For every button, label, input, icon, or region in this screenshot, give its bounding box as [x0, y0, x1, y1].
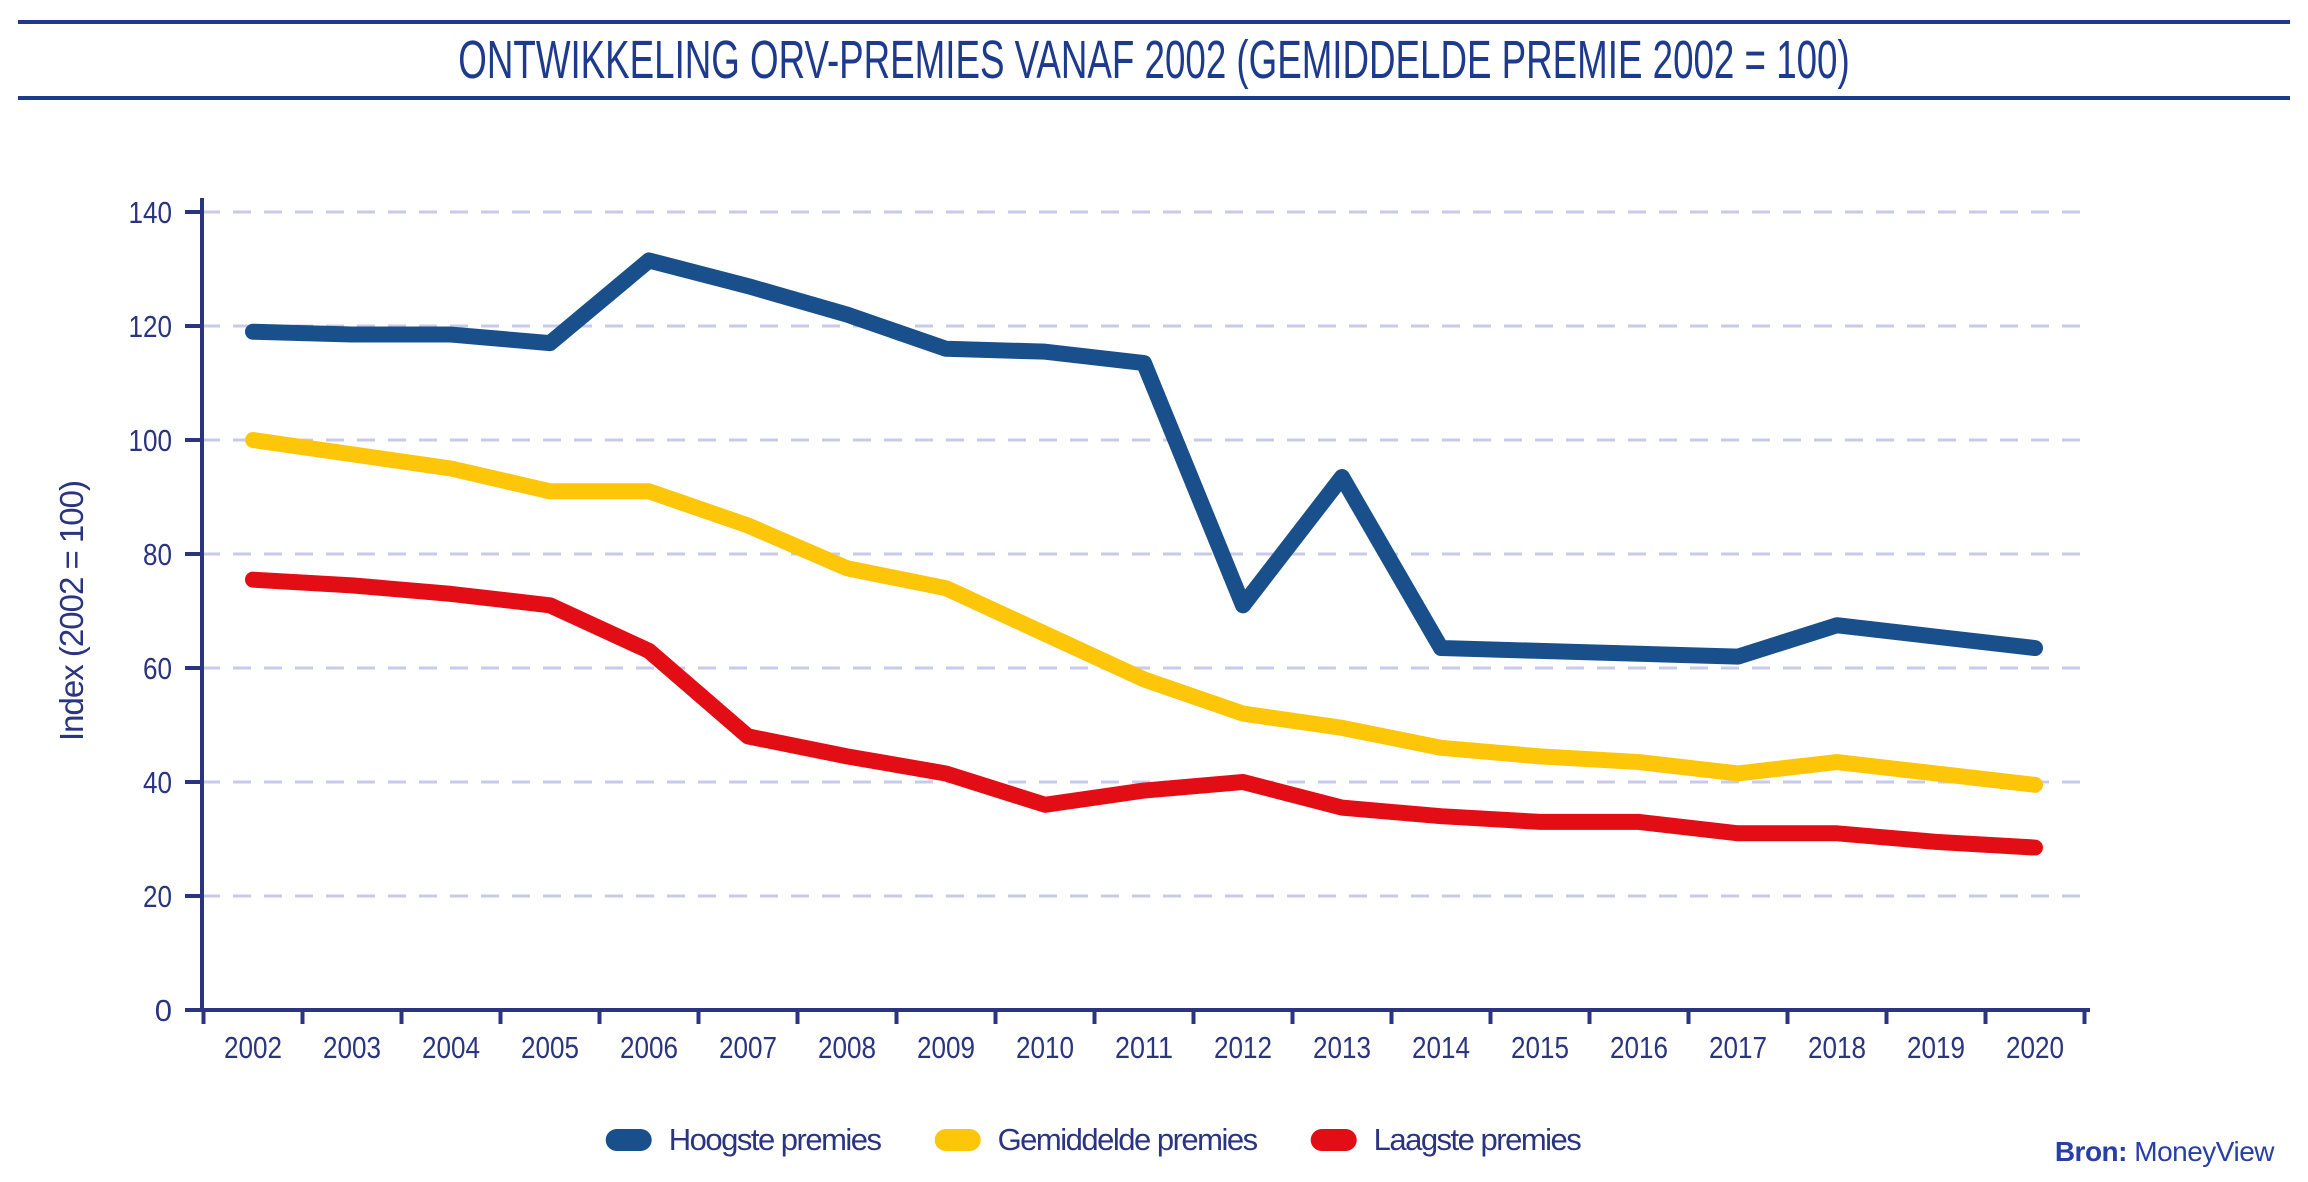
x-axis-year-label-2008: 2008	[818, 1030, 876, 1065]
x-axis-year-label-2019: 2019	[1907, 1030, 1965, 1065]
legend-item-hoogste-premies: Hoogste premies	[605, 1122, 882, 1158]
x-axis-year-label-2020: 2020	[2006, 1030, 2064, 1065]
x-axis-year-label-2002: 2002	[224, 1030, 282, 1065]
x-axis-year-label-2017: 2017	[1709, 1030, 1767, 1065]
x-axis-year-label-2013: 2013	[1313, 1030, 1371, 1065]
title-bottom-rule	[18, 96, 2290, 100]
y-axis-tick-label-120: 120	[129, 309, 173, 344]
legend-label-hoogste-premies: Hoogste premies	[668, 1122, 882, 1157]
x-axis-year-label-2004: 2004	[422, 1030, 480, 1065]
legend-marker-laagste-premies	[1310, 1129, 1357, 1151]
title-top-rule	[18, 20, 2290, 24]
legend-label-laagste-premies: Laagste premies	[1373, 1122, 1582, 1157]
x-axis-year-label-2014: 2014	[1412, 1030, 1470, 1065]
series-line-laagste-premies	[245, 571, 2043, 856]
x-axis-year-label-2016: 2016	[1610, 1030, 1668, 1065]
legend-item-gemiddelde-premies: Gemiddelde premies	[934, 1122, 1259, 1158]
legend-item-laagste-premies: Laagste premies	[1310, 1122, 1582, 1158]
y-axis-tick-label-100: 100	[129, 423, 173, 458]
x-axis-year-label-2003: 2003	[323, 1030, 381, 1065]
x-axis-year-label-2012: 2012	[1214, 1030, 1272, 1065]
chart-legend: Hoogste premies Gemiddelde premies Laagste…	[605, 1122, 1582, 1158]
x-axis-year-label-2009: 2009	[917, 1030, 975, 1065]
y-axis-tick-label-140: 140	[129, 195, 173, 230]
y-axis-tick-label-40: 40	[143, 765, 172, 800]
series-line-gemiddelde-premies	[245, 432, 2043, 793]
y-axis-tick-label-20: 20	[143, 879, 172, 914]
source-name: MoneyView	[2134, 1136, 2274, 1167]
series-line-hoogste-premies	[245, 252, 2043, 665]
page-title: ONTWIKKELING ORV-PREMIES VANAF 2002 (GEM…	[458, 30, 1850, 90]
x-axis-year-label-2006: 2006	[620, 1030, 678, 1065]
x-axis-year-label-2015: 2015	[1511, 1030, 1569, 1065]
y-axis-tick-label-60: 60	[143, 651, 172, 686]
source-label: Bron:	[2054, 1136, 2128, 1167]
legend-marker-hoogste-premies	[605, 1129, 652, 1151]
x-axis-year-label-2010: 2010	[1016, 1030, 1074, 1065]
legend-label-gemiddelde-premies: Gemiddelde premies	[997, 1122, 1259, 1157]
source-note: Bron: MoneyView	[2054, 1136, 2275, 1168]
x-axis-year-label-2018: 2018	[1808, 1030, 1866, 1065]
y-axis-tick-label-80: 80	[143, 537, 172, 572]
x-axis-year-label-2005: 2005	[521, 1030, 579, 1065]
y-axis-tick-label-0: 0	[155, 993, 172, 1028]
x-axis-year-label-2011: 2011	[1115, 1030, 1173, 1065]
legend-marker-gemiddelde-premies	[934, 1129, 981, 1151]
x-axis-year-label-2007: 2007	[719, 1030, 777, 1065]
